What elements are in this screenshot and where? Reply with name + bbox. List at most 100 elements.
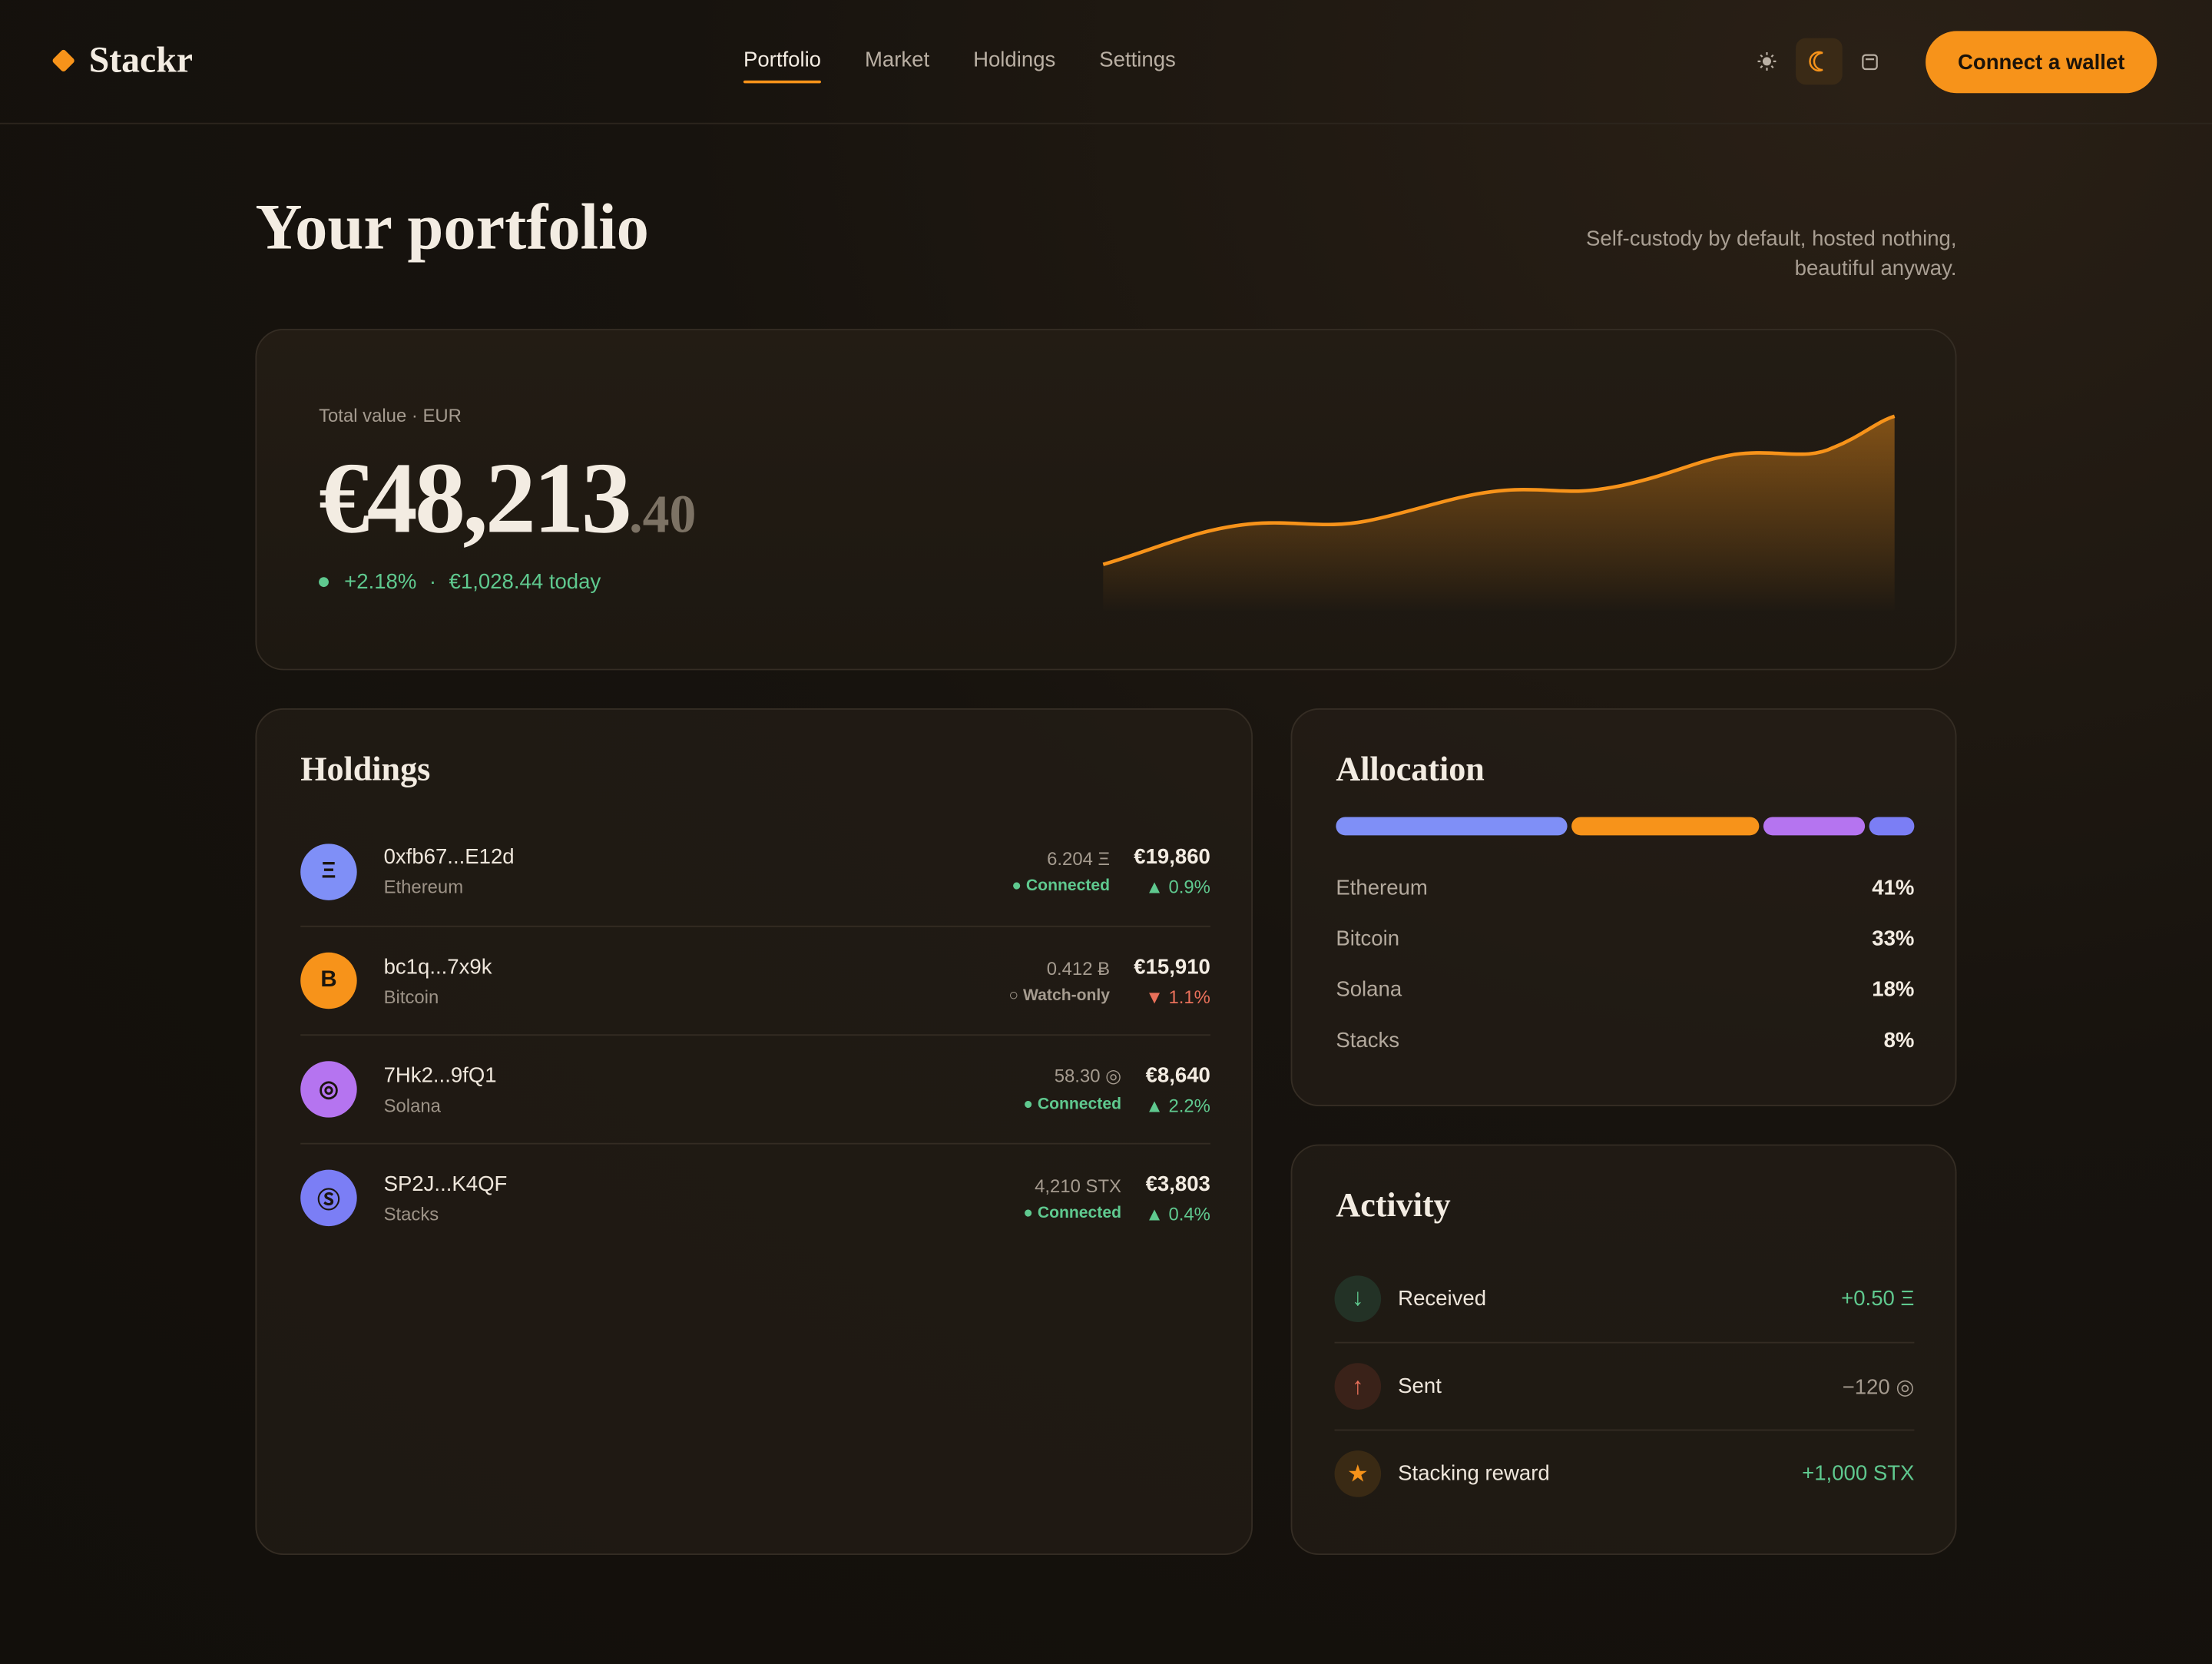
- asset-name: Stacks: [1336, 1028, 1400, 1053]
- change: ▲ 0.9%: [1145, 876, 1210, 898]
- daily-change: +2.18% · €1,028.44 today: [319, 570, 601, 594]
- sun-icon: [1757, 51, 1777, 71]
- activity-label: Received: [1398, 1286, 1487, 1311]
- activity-icon: ↑: [1334, 1363, 1382, 1410]
- nav-link[interactable]: Holdings: [973, 48, 1056, 72]
- coin-icon: ◎: [300, 1061, 357, 1118]
- sparkline-line: [1102, 414, 1896, 566]
- activity-amount: +0.50 Ξ: [1841, 1286, 1915, 1311]
- page-title: Your portfolio: [255, 190, 649, 263]
- value: €19,860: [1134, 845, 1210, 870]
- nav-link[interactable]: Market: [864, 48, 930, 72]
- brand-logo: [51, 48, 76, 73]
- connect-wallet-button[interactable]: Connect a wallet: [1926, 31, 2157, 94]
- network: Stacks: [383, 1202, 439, 1225]
- nav-link[interactable]: Portfolio: [743, 48, 822, 84]
- allocation-segment: [1763, 817, 1865, 836]
- activity-row[interactable]: ★ Stacking reward +1,000 STX: [1334, 1429, 1915, 1517]
- activity-amount: −120 ◎: [1842, 1374, 1915, 1400]
- activity-row[interactable]: ↓ Received +0.50 Ξ: [1334, 1255, 1915, 1342]
- address: 0xfb67...E12d: [383, 845, 515, 870]
- allocation-row: Ethereum 41%: [1336, 877, 1914, 900]
- change-today: €1,028.44 today: [449, 570, 601, 595]
- holding-value: €8,640 ▲ 2.2%: [1145, 1063, 1210, 1115]
- status: ● Connected: [1012, 877, 1111, 895]
- asset-percent: 33%: [1872, 926, 1915, 951]
- network: Bitcoin: [383, 985, 439, 1007]
- address: SP2J...K4QF: [383, 1172, 508, 1196]
- activity-row[interactable]: ↑ Sent −120 ◎: [1334, 1341, 1915, 1430]
- asset-name: Ethereum: [1336, 876, 1428, 900]
- allocation-segment: [1336, 817, 1568, 836]
- system-icon: [1862, 54, 1878, 71]
- dark-theme-button[interactable]: [1796, 38, 1843, 85]
- light-theme-button[interactable]: [1743, 38, 1790, 85]
- holding-name: 7Hk2...9fQ1 Solana: [384, 1063, 1024, 1115]
- value-main: €48,213: [319, 441, 632, 555]
- allocation-row: Solana 18%: [1336, 978, 1914, 1002]
- summary-card: Total value · EUR €48,213.40 +2.18% · €1…: [255, 328, 1957, 671]
- allocation-card: Allocation Ethereum 41% Bitcoin 33% Solana 18…: [1290, 708, 1957, 1106]
- total-value: €48,213.40: [319, 440, 696, 557]
- system-theme-button[interactable]: [1846, 38, 1893, 85]
- nav-links: Portfolio Market Holdings Settings: [743, 48, 1176, 84]
- asset-name: Solana: [1336, 977, 1402, 1003]
- nav-link[interactable]: Settings: [1099, 48, 1176, 72]
- holding-amount: 58.30 ◎ ● Connected: [1023, 1066, 1121, 1113]
- amount: 6.204 Ξ: [1047, 847, 1111, 870]
- amount: 58.30 ◎: [1054, 1065, 1121, 1087]
- nav-bar: Stackr Portfolio Market Holdings Settings C…: [0, 0, 2212, 124]
- allocation-segment: [1869, 817, 1915, 836]
- asset-percent: 41%: [1872, 876, 1915, 900]
- address: 7Hk2...9fQ1: [383, 1062, 497, 1088]
- address: bc1q...7x9k: [383, 954, 492, 979]
- card-title: Allocation: [1336, 751, 1485, 789]
- coin-icon: B: [300, 952, 357, 1009]
- amount: 0.412 Ƀ: [1046, 957, 1111, 979]
- card-title: Activity: [1336, 1188, 1451, 1225]
- allocation-row: Bitcoin 33%: [1336, 927, 1914, 951]
- asset-percent: 18%: [1872, 977, 1915, 1003]
- change-percent: +2.18%: [344, 570, 417, 595]
- activity-label: Sent: [1398, 1374, 1442, 1399]
- holding-value: €3,803 ▲ 0.4%: [1145, 1172, 1210, 1224]
- activity-card: Activity ↓ Received +0.50 Ξ ↑ Sent −120 ◎ ★ Sta…: [1290, 1144, 1957, 1556]
- holding-amount: 6.204 Ξ ● Connected: [1012, 848, 1110, 895]
- holding-name: 0xfb67...E12d Ethereum: [384, 845, 1012, 897]
- brand[interactable]: Stackr: [88, 39, 194, 81]
- tagline: Self-custody by default, hosted nothing,…: [1586, 227, 1957, 281]
- holding-value: €19,860 ▲ 0.9%: [1134, 845, 1210, 897]
- allocation-bar: [1336, 817, 1915, 836]
- holding-row[interactable]: Ⓢ SP2J...K4QF Stacks 4,210 STX ● Connected €3…: [300, 1142, 1210, 1251]
- change: ▼ 1.1%: [1145, 985, 1210, 1007]
- activity-label: Stacking reward: [1398, 1461, 1550, 1487]
- activity-icon: ★: [1334, 1450, 1382, 1497]
- coin-icon: Ⓢ: [300, 1169, 357, 1227]
- moon-icon: [1809, 51, 1823, 72]
- holding-amount: 0.412 Ƀ ○ Watch-only: [1008, 957, 1110, 1004]
- holding-row[interactable]: Ξ 0xfb67...E12d Ethereum 6.204 Ξ ● Connected…: [300, 817, 1210, 925]
- asset-name: Bitcoin: [1336, 926, 1400, 951]
- change: ▲ 0.4%: [1145, 1202, 1210, 1225]
- value-cents: .40: [629, 485, 697, 545]
- sparkline: [1102, 414, 1896, 613]
- holding-value: €15,910 ▼ 1.1%: [1134, 955, 1210, 1007]
- status: ○ Watch-only: [1008, 986, 1111, 1004]
- holding-row[interactable]: ◎ 7Hk2...9fQ1 Solana 58.30 ◎ ● Connected €8,6…: [300, 1034, 1210, 1142]
- holdings-card: Holdings Ξ 0xfb67...E12d Ethereum 6.204 Ξ ● …: [255, 708, 1253, 1556]
- holding-amount: 4,210 STX ● Connected: [1023, 1175, 1121, 1221]
- allocation-segment: [1571, 817, 1759, 836]
- status-dot: [319, 577, 329, 588]
- value: €3,803: [1145, 1172, 1210, 1196]
- asset-percent: 8%: [1883, 1028, 1915, 1053]
- status: ● Connected: [1023, 1096, 1121, 1114]
- activity-icon: ↓: [1334, 1275, 1382, 1322]
- change: ▲ 2.2%: [1145, 1094, 1210, 1115]
- coin-icon: Ξ: [300, 843, 357, 900]
- sparkline-area: [1103, 416, 1895, 613]
- network: Ethereum: [383, 876, 464, 898]
- value: €8,640: [1145, 1062, 1210, 1088]
